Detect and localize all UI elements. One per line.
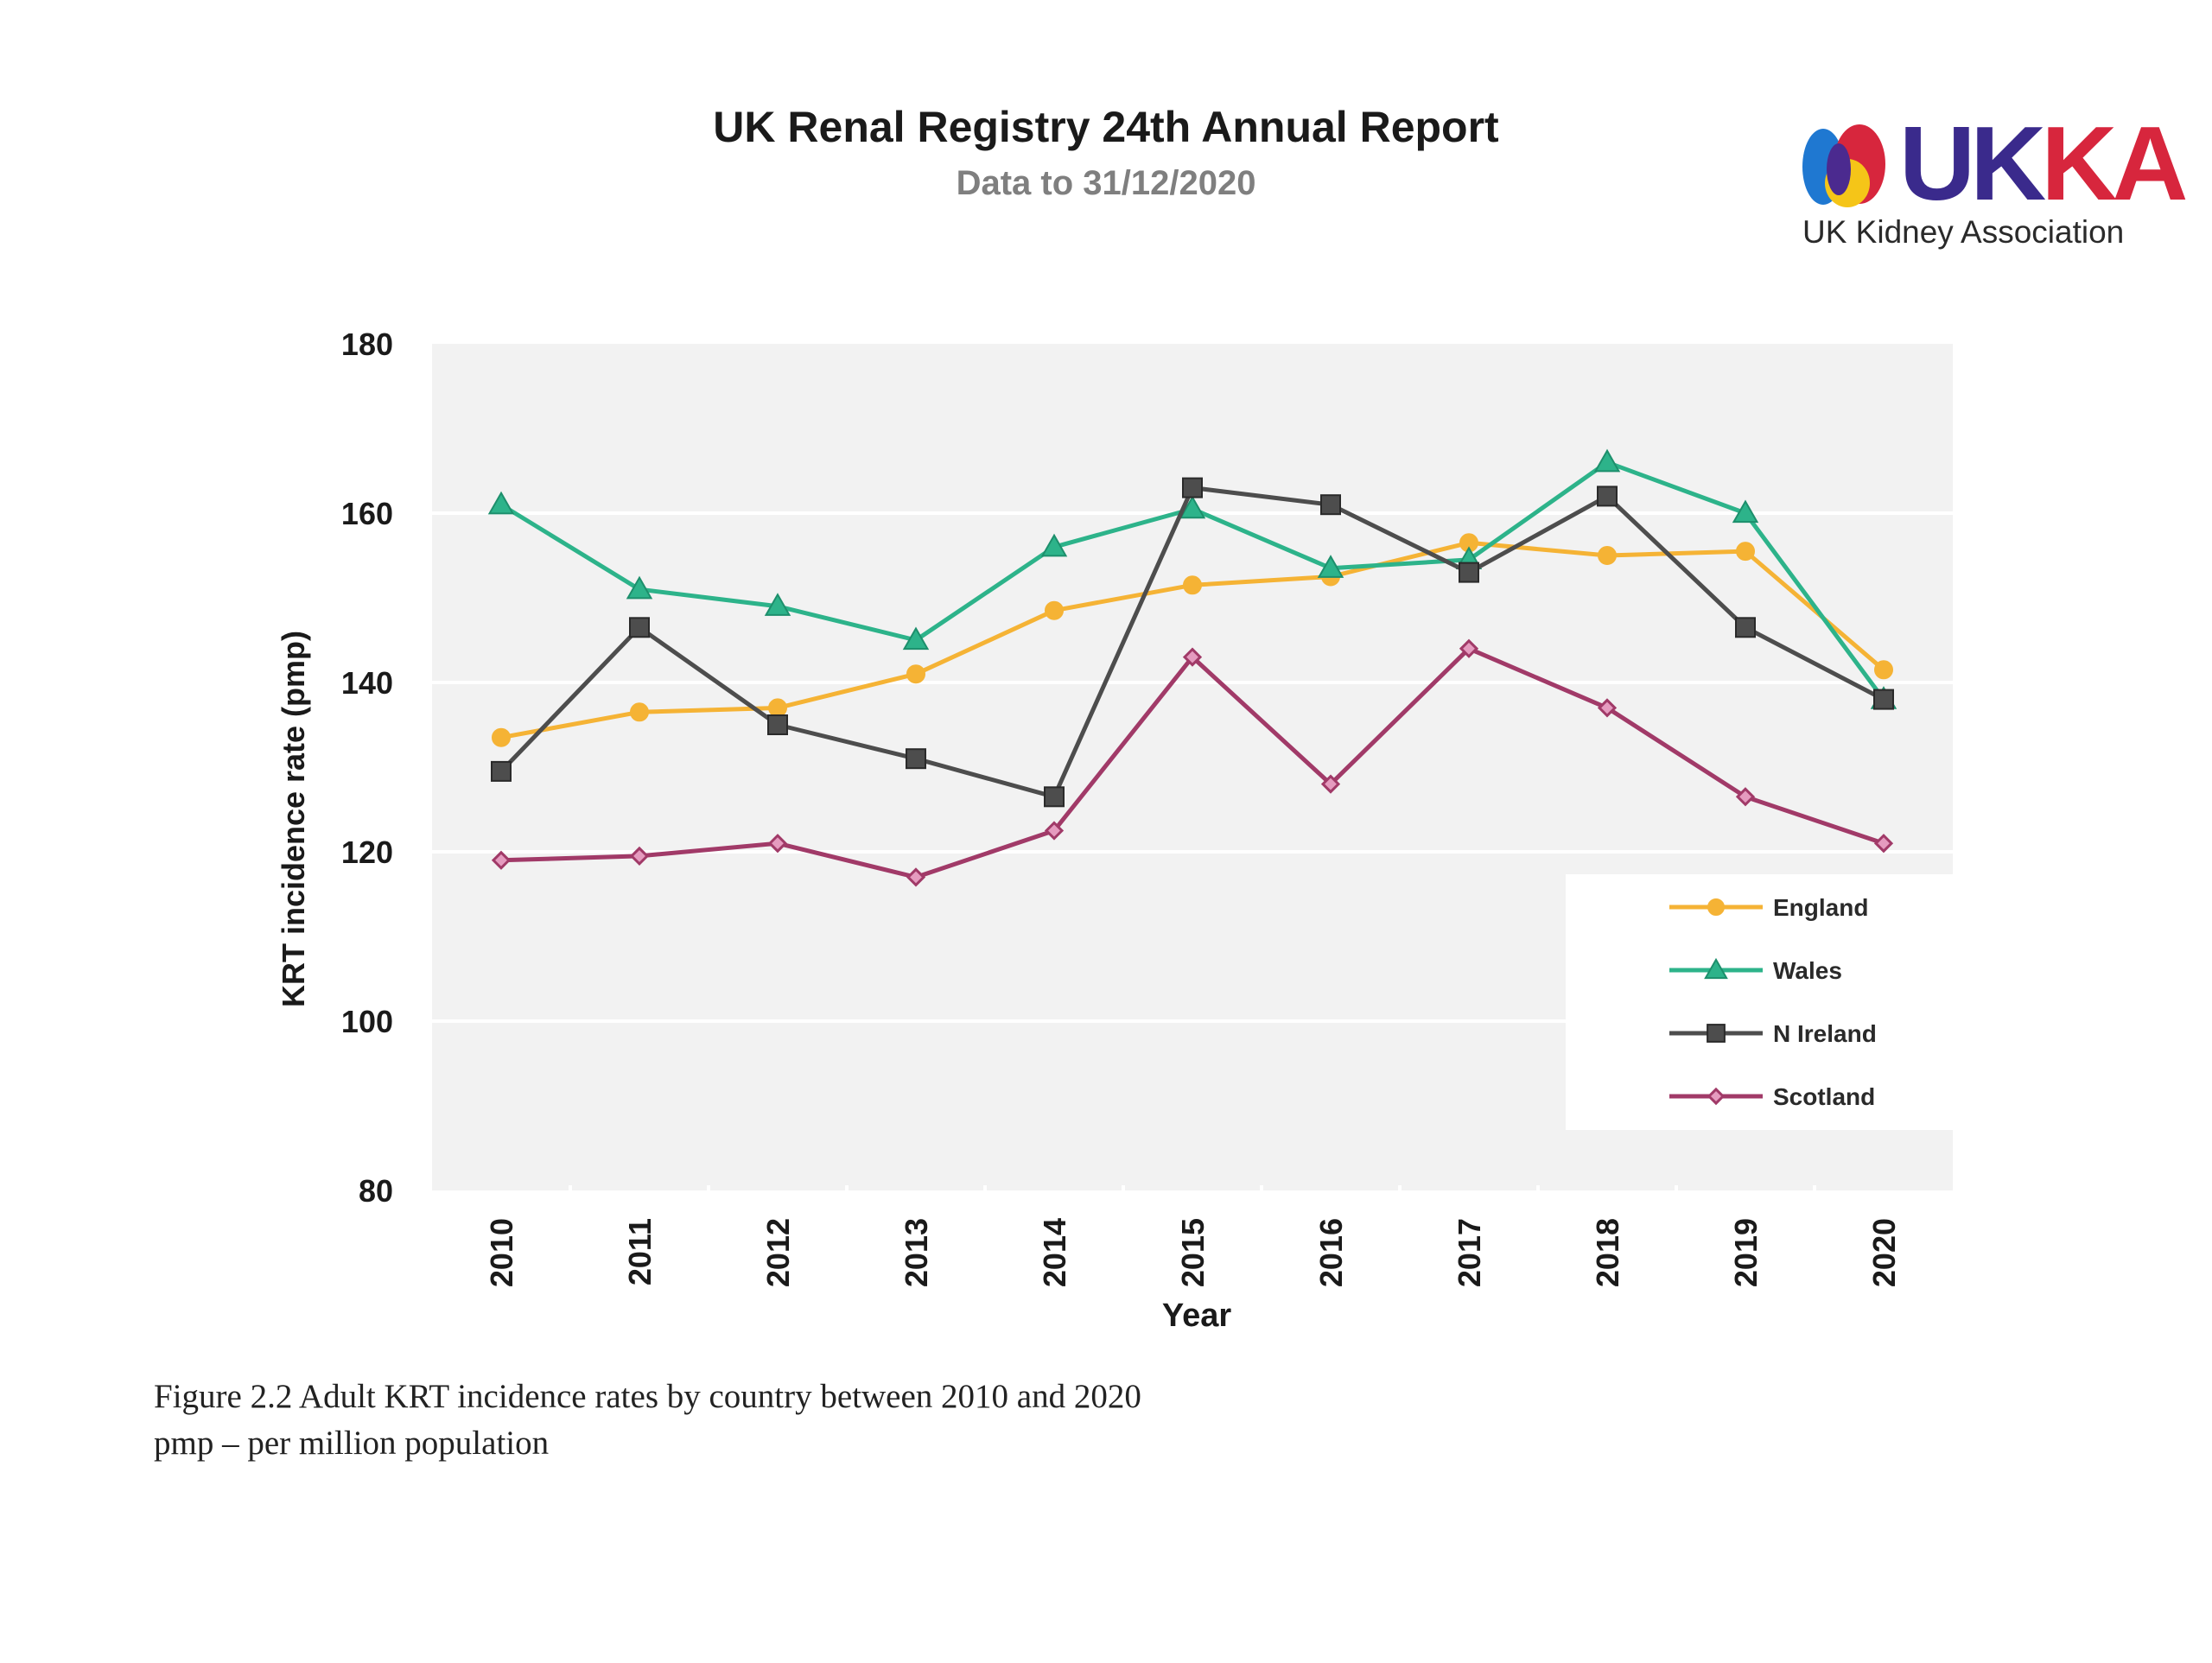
data-point-scotland bbox=[1320, 774, 1341, 794]
data-point-scotland bbox=[767, 834, 788, 854]
legend-label-england: England bbox=[1773, 894, 1868, 921]
data-point-wales bbox=[1040, 533, 1068, 557]
x-tick-label: 2018 bbox=[1590, 1218, 1625, 1287]
data-point-england bbox=[1183, 575, 1202, 595]
data-point-scotland bbox=[1044, 821, 1065, 841]
data-point-scotland bbox=[1735, 787, 1756, 807]
legend-label-wales: Wales bbox=[1773, 957, 1842, 984]
data-point-scotland bbox=[491, 850, 512, 870]
data-point-n-ireland bbox=[1182, 477, 1203, 498]
y-tick-label: 160 bbox=[341, 496, 393, 531]
x-tick-label: 2013 bbox=[899, 1218, 934, 1287]
ukka-logo: UKKA UK Kidney Association bbox=[1797, 107, 2188, 259]
data-point-wales bbox=[626, 575, 653, 600]
legend-marker-scotland bbox=[1707, 1087, 1726, 1106]
data-point-scotland bbox=[629, 846, 650, 866]
data-point-england bbox=[1045, 600, 1064, 620]
x-tick-label: 2011 bbox=[622, 1218, 658, 1285]
data-point-england bbox=[630, 702, 649, 722]
data-point-wales bbox=[1593, 448, 1621, 473]
data-point-n-ireland bbox=[1735, 617, 1756, 638]
data-point-england bbox=[492, 727, 511, 747]
legend-label-scotland: Scotland bbox=[1773, 1083, 1875, 1110]
data-point-england bbox=[768, 698, 787, 718]
data-point-n-ireland bbox=[1873, 689, 1894, 710]
legend-label-n-ireland: N Ireland bbox=[1773, 1020, 1877, 1047]
y-tick-label: 100 bbox=[341, 1004, 393, 1039]
y-tick-label: 120 bbox=[341, 835, 393, 870]
data-point-scotland bbox=[906, 867, 926, 887]
data-point-n-ireland bbox=[1459, 562, 1479, 583]
data-point-scotland bbox=[1597, 698, 1618, 718]
x-tick-label: 2014 bbox=[1037, 1218, 1072, 1287]
data-point-wales bbox=[487, 491, 515, 515]
data-point-england bbox=[906, 664, 925, 684]
data-point-wales bbox=[902, 626, 930, 651]
data-point-england bbox=[1736, 542, 1755, 562]
data-point-n-ireland bbox=[1320, 494, 1341, 516]
legend-marker-n-ireland bbox=[1707, 1024, 1726, 1043]
ukka-logo-icon bbox=[1802, 124, 1885, 207]
ukka-tagline: UK Kidney Association bbox=[1802, 214, 2125, 250]
data-point-n-ireland bbox=[629, 617, 650, 638]
data-point-england bbox=[1598, 546, 1617, 565]
data-point-scotland bbox=[1459, 638, 1479, 658]
data-point-wales bbox=[1732, 499, 1759, 524]
y-tick-label: 80 bbox=[359, 1173, 393, 1209]
ukka-wordmark: UKKA bbox=[1899, 105, 2188, 222]
data-point-wales bbox=[764, 593, 791, 616]
report-title: UK Renal Registry 24th Annual Report bbox=[713, 103, 1499, 151]
y-tick-label: 180 bbox=[341, 327, 393, 362]
data-point-n-ireland bbox=[906, 748, 926, 770]
x-tick-label: 2010 bbox=[484, 1218, 519, 1287]
caption-line-2: pmp – per million population bbox=[154, 1425, 550, 1462]
data-point-n-ireland bbox=[1044, 786, 1065, 808]
data-point-n-ireland bbox=[1597, 486, 1618, 507]
data-point-england bbox=[1874, 660, 1893, 680]
legend-marker-england bbox=[1707, 898, 1725, 916]
data-point-scotland bbox=[1182, 647, 1203, 667]
x-tick-label: 2012 bbox=[760, 1218, 796, 1287]
legend-marker-wales bbox=[1704, 957, 1728, 980]
x-tick-label: 2016 bbox=[1313, 1218, 1349, 1287]
y-axis-title: KRT incidence rate (pmp) bbox=[276, 631, 311, 1007]
x-axis-title: Year bbox=[1162, 1298, 1232, 1334]
data-point-n-ireland bbox=[491, 760, 512, 782]
y-tick-label: 140 bbox=[341, 665, 393, 701]
figure-caption: Figure 2.2 Adult KRT incidence rates by … bbox=[154, 1374, 1141, 1467]
data-point-wales bbox=[1179, 495, 1206, 519]
report-subtitle: Data to 31/12/2020 bbox=[956, 164, 1256, 202]
caption-line-1: Figure 2.2 Adult KRT incidence rates by … bbox=[154, 1378, 1141, 1415]
x-tick-label: 2017 bbox=[1452, 1218, 1487, 1287]
data-point-n-ireland bbox=[767, 714, 788, 735]
data-point-wales bbox=[1317, 555, 1344, 578]
data-point-scotland bbox=[1873, 834, 1894, 854]
x-tick-label: 2019 bbox=[1728, 1218, 1764, 1287]
legend-box bbox=[1566, 874, 1953, 1130]
x-tick-label: 2015 bbox=[1175, 1218, 1211, 1287]
x-tick-label: 2020 bbox=[1866, 1218, 1902, 1287]
